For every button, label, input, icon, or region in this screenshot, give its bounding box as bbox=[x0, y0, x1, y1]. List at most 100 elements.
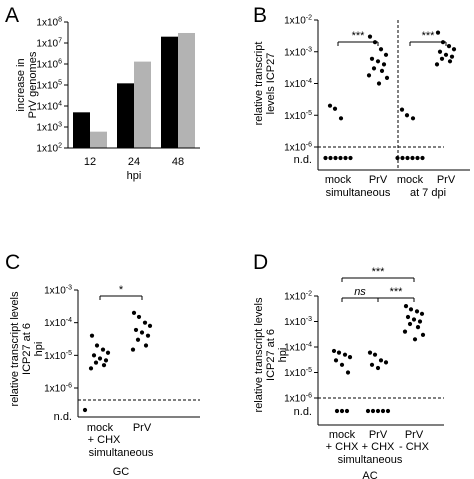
data-point bbox=[419, 311, 425, 316]
nd-point bbox=[344, 408, 350, 414]
panel-caption: AC bbox=[362, 470, 377, 479]
x-tick-label: PrV bbox=[369, 429, 388, 441]
data-point bbox=[371, 66, 377, 71]
data-point bbox=[378, 358, 384, 363]
panel-letter: A bbox=[5, 4, 19, 27]
panel-caption: GC bbox=[113, 466, 130, 478]
y-tick-label: 1x104 bbox=[36, 101, 62, 113]
data-point bbox=[103, 358, 109, 363]
data-point bbox=[437, 49, 443, 54]
data-point bbox=[410, 116, 416, 121]
nd-point bbox=[410, 155, 415, 161]
y-tick-label: 1x10-6 bbox=[284, 393, 312, 405]
nd-label: n.d. bbox=[294, 406, 312, 418]
y-tick-label: 1x10-2 bbox=[284, 15, 312, 27]
data-point bbox=[336, 350, 342, 355]
data-point bbox=[367, 350, 373, 355]
x-tick-label: 24 bbox=[128, 156, 140, 168]
data-point bbox=[412, 337, 418, 342]
data-point bbox=[94, 343, 100, 348]
data-point bbox=[383, 360, 389, 365]
data-point bbox=[402, 329, 408, 334]
y-tick-label: 1x10-4 bbox=[284, 342, 312, 354]
data-point bbox=[135, 337, 141, 342]
y-axis-label-line: levels ICP27 bbox=[265, 53, 277, 115]
y-axis-label: relative transcript levels ICP27 at 6 hpi bbox=[253, 297, 289, 412]
data-point bbox=[384, 75, 390, 81]
nd-label: n.d. bbox=[294, 154, 312, 166]
data-point bbox=[130, 347, 136, 352]
bar bbox=[117, 83, 134, 148]
x-tick-label: mock bbox=[397, 174, 424, 186]
x-tick-label: mock bbox=[329, 429, 356, 441]
panel-d: D 1x10-2 1x10-3 1x10-4 1x10-5 1x10-6n.d. rela… bbox=[253, 251, 444, 479]
x-tick-label: PrV bbox=[405, 429, 424, 441]
group-caption: simultaneous bbox=[338, 454, 403, 466]
data-point bbox=[447, 59, 453, 64]
data-point bbox=[381, 62, 387, 67]
y-tick-label: 1x10-3 bbox=[284, 316, 312, 328]
nd-point bbox=[339, 408, 345, 414]
nd-point bbox=[415, 155, 420, 161]
y-axis-label-line: relative transcript levels bbox=[253, 297, 265, 412]
data-point bbox=[439, 56, 445, 61]
significance-label: *** bbox=[372, 266, 386, 278]
x-tick-label: PrV bbox=[133, 422, 152, 434]
y-tick-label: 1x107 bbox=[36, 38, 62, 50]
bar bbox=[178, 32, 195, 148]
x-tick-label: PrV bbox=[437, 174, 456, 186]
y-tick-label: 1x106 bbox=[36, 59, 62, 71]
y-tick-label: 1x105 bbox=[36, 80, 62, 92]
data-point bbox=[133, 327, 139, 333]
data-point bbox=[379, 68, 385, 73]
group-caption: at 7 dpi bbox=[410, 187, 446, 199]
y-tick-label: 1x10-5 bbox=[44, 350, 72, 362]
data-point bbox=[91, 353, 97, 358]
y-tick-label: 1x10-6 bbox=[44, 383, 72, 395]
nd-point bbox=[365, 408, 371, 414]
data-point bbox=[88, 366, 94, 371]
bar bbox=[73, 112, 90, 148]
x-tick-label: - CHX bbox=[399, 441, 430, 453]
x-tick-label: PrV bbox=[369, 174, 388, 186]
data-point bbox=[333, 358, 339, 363]
y-axis-label-line: relative transcript bbox=[253, 42, 265, 126]
data-point bbox=[435, 30, 441, 35]
significance-label: *** bbox=[390, 286, 404, 298]
data-point bbox=[407, 321, 413, 327]
y-tick-label: 1x10-6 bbox=[284, 142, 312, 154]
data-point bbox=[403, 304, 409, 309]
data-point bbox=[100, 347, 106, 352]
y-axis-label-line: hpi bbox=[277, 348, 289, 363]
nd-point bbox=[343, 155, 348, 161]
y-axis-label-line: hpi bbox=[33, 342, 45, 357]
x-tick-label: 12 bbox=[84, 156, 96, 168]
y-tick-label: 1x10-2 bbox=[284, 291, 312, 303]
data-point bbox=[342, 352, 348, 357]
data-point bbox=[372, 352, 378, 357]
significance-label: ns bbox=[354, 286, 366, 298]
y-axis-label-line: PrV genomes bbox=[27, 51, 39, 118]
significance-label: *** bbox=[352, 30, 366, 42]
group-caption: simultaneous bbox=[89, 447, 154, 459]
bar bbox=[90, 131, 107, 148]
data-point bbox=[369, 362, 375, 367]
data-point bbox=[414, 309, 420, 314]
data-point bbox=[347, 355, 353, 360]
data-point bbox=[405, 314, 411, 320]
data-point bbox=[93, 360, 99, 365]
nd-point bbox=[405, 155, 410, 161]
data-point bbox=[143, 343, 149, 348]
data-point bbox=[408, 307, 414, 312]
data-point bbox=[327, 103, 333, 108]
x-tick-label: + CHX bbox=[88, 434, 121, 446]
data-point bbox=[331, 348, 337, 354]
data-point bbox=[434, 62, 440, 67]
nd-point bbox=[400, 155, 405, 161]
data-point bbox=[338, 116, 344, 121]
panel-letter: D bbox=[253, 251, 268, 274]
nd-point bbox=[385, 408, 391, 414]
nd-label: n.d. bbox=[54, 411, 72, 423]
data-point bbox=[375, 365, 381, 371]
nd-point bbox=[334, 408, 340, 414]
